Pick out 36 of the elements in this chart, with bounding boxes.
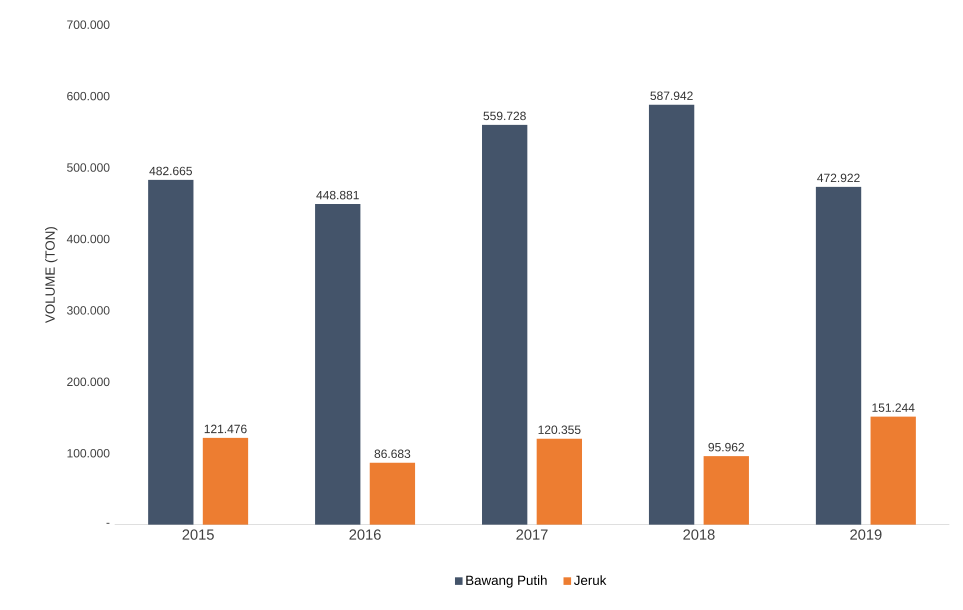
bar: [648, 104, 694, 525]
bar: [202, 438, 248, 525]
x-tick-label: 2017: [516, 529, 548, 540]
y-tick-label: 700.000: [67, 20, 110, 29]
data-label: 559.728: [483, 112, 526, 120]
bar: [482, 124, 528, 525]
data-label: 95.962: [708, 442, 744, 452]
y-tick-label: 200.000: [67, 378, 110, 386]
y-tick-label: -: [106, 522, 110, 524]
bar: [870, 416, 916, 525]
bar: [370, 462, 416, 525]
y-axis-title: VOLUME (TON): [45, 227, 58, 324]
data-label: 121.476: [204, 424, 247, 434]
bar: [536, 438, 582, 525]
x-tick-label: 2015: [182, 529, 214, 540]
legend-label: Jeruk: [574, 575, 606, 586]
x-tick-label: 2016: [349, 529, 381, 540]
y-tick-label: 400.000: [66, 234, 110, 244]
bar: [315, 204, 360, 525]
data-label: 587.942: [650, 91, 693, 100]
y-tick-label: 100.000: [68, 448, 110, 458]
x-tick-label: 2019: [850, 529, 882, 540]
bar: [148, 180, 194, 525]
x-tick-label: 2018: [683, 529, 715, 540]
y-tick-label: 300.000: [67, 306, 110, 315]
bar: [704, 456, 749, 525]
legend-label: Bawang Putih: [466, 575, 547, 588]
data-label: 472.922: [817, 174, 860, 182]
data-label: 482.665: [149, 166, 192, 176]
data-label: 86.683: [374, 450, 410, 458]
y-tick-label: 600.000: [67, 92, 110, 100]
data-label: 151.244: [872, 403, 915, 412]
data-label: 120.355: [538, 425, 581, 434]
data-label: 448.881: [316, 190, 359, 200]
y-tick-label: 500.000: [67, 163, 110, 172]
bar: [816, 186, 862, 525]
